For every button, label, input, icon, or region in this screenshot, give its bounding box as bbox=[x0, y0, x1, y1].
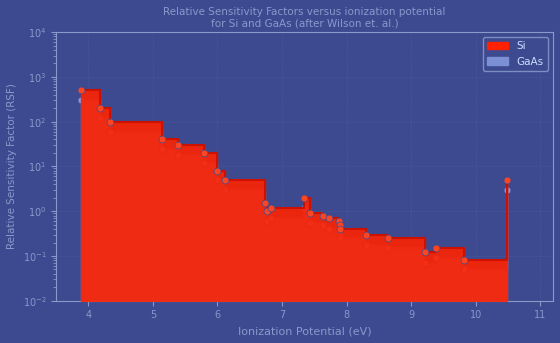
X-axis label: Ionization Potential (eV): Ionization Potential (eV) bbox=[238, 326, 371, 336]
Title: Relative Sensitivity Factors versus ionization potential
for Si and GaAs (after : Relative Sensitivity Factors versus ioni… bbox=[164, 7, 446, 28]
Y-axis label: Relative Sensitivity Factor (RSF): Relative Sensitivity Factor (RSF) bbox=[7, 83, 17, 249]
Legend: Si, GaAs: Si, GaAs bbox=[483, 37, 548, 71]
